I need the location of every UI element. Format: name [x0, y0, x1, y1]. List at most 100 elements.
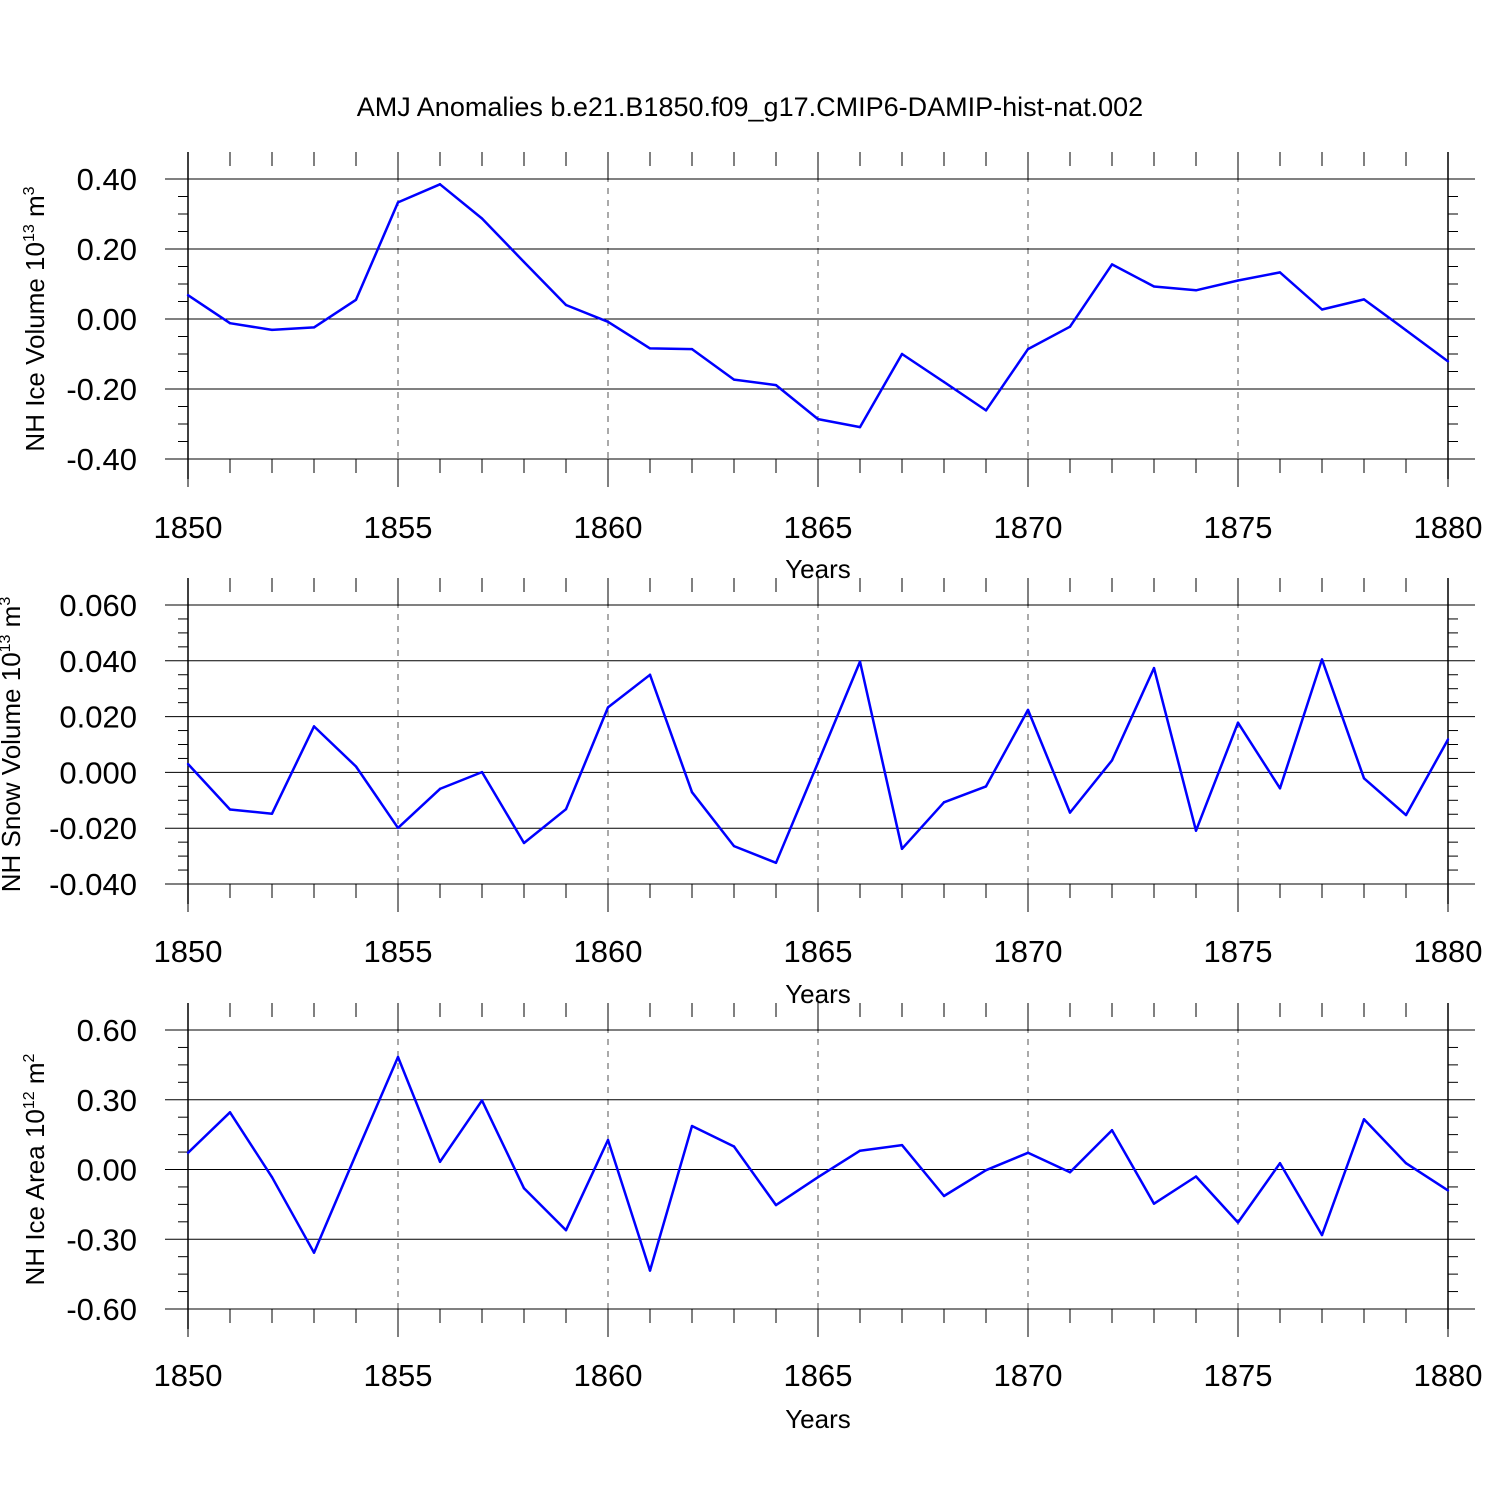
panel-snow-volume: 1850 1855 1860 1865 1870 1875 1880 -0.040 -0.020…: [0, 578, 1482, 1009]
x-tick-label: 1865: [784, 1358, 853, 1393]
y-tick-label: 0.00: [77, 302, 137, 337]
x-tick-label: 1860: [574, 1358, 643, 1393]
y-axis-title: NH Ice Volume 1013 m3: [20, 186, 50, 451]
data-point: [606, 320, 610, 323]
data-point: [438, 183, 442, 186]
data-point: [522, 260, 526, 264]
data-point: [942, 1194, 946, 1198]
data-point: [984, 1168, 988, 1172]
data-point: [1068, 325, 1072, 328]
y-axis-title-unit: m: [20, 195, 50, 224]
x-tick-label: 1870: [994, 510, 1063, 545]
data-point: [354, 765, 358, 768]
data-point: [774, 383, 778, 387]
x-tick-label: 1870: [994, 1358, 1063, 1393]
data-point: [1278, 1162, 1282, 1165]
x-tick-label: 1865: [784, 934, 853, 969]
y-axis-title-unit-exp: 3: [21, 186, 38, 195]
data-point: [1110, 759, 1114, 762]
data-point: [186, 1151, 190, 1154]
y-axis-title-exp: 13: [0, 634, 14, 652]
panel-ice-volume: 1850 1855 1860 1865 1870 1875 1880 -0.40 -0.20 0.…: [20, 152, 1482, 584]
y-tick-label: -0.60: [66, 1292, 137, 1327]
data-point: [1446, 738, 1450, 741]
y-axis-title-base: NH Snow Volume 10: [0, 652, 26, 892]
data-point: [690, 791, 694, 794]
data-point: [1236, 721, 1240, 724]
y-tick-label: 0.060: [59, 588, 137, 623]
x-tick-label: 1875: [1204, 934, 1273, 969]
data-point: [228, 322, 232, 325]
data-point: [438, 1160, 442, 1164]
data-point: [900, 1143, 904, 1147]
data-point: [270, 328, 274, 332]
y-tick-label: -0.040: [49, 867, 137, 902]
data-point: [312, 326, 316, 329]
x-tick-label: 1850: [154, 1358, 223, 1393]
x-tick-label: 1860: [574, 934, 643, 969]
data-point: [270, 1175, 274, 1179]
x-tick-label: 1875: [1204, 510, 1273, 545]
data-point: [1362, 298, 1366, 301]
data-point: [858, 660, 862, 663]
data-point: [1320, 1233, 1324, 1237]
data-point: [1152, 285, 1156, 288]
data-point: [816, 761, 820, 764]
y-tick-label: 0.40: [77, 162, 137, 197]
y-axis-title-unit-exp: 3: [0, 597, 14, 606]
y-tick-label: -0.40: [66, 442, 137, 477]
data-point: [564, 808, 568, 811]
y-tick-label: 0.000: [59, 755, 137, 790]
y-tick-label: 0.020: [59, 700, 137, 735]
data-point: [1236, 279, 1240, 282]
data-point: [816, 417, 820, 421]
y-axis-title: NH Ice Area 1012 m2: [20, 1053, 50, 1285]
y-tick-label: 0.00: [77, 1153, 137, 1188]
data-point: [606, 706, 610, 709]
data-point: [438, 787, 442, 791]
data-point: [228, 1111, 232, 1114]
data-point: [1068, 1171, 1072, 1174]
data-point: [522, 841, 526, 845]
data-point: [480, 217, 484, 220]
data-point: [1278, 271, 1282, 274]
x-tick-label: 1870: [994, 934, 1063, 969]
data-point: [480, 770, 484, 774]
data-point: [984, 409, 988, 412]
x-tick-label: 1880: [1414, 510, 1483, 545]
y-tick-label: 0.60: [77, 1013, 137, 1048]
x-tick-label: 1860: [574, 510, 643, 545]
x-tick-label: 1875: [1204, 1358, 1273, 1393]
x-tick-label: 1850: [154, 510, 223, 545]
data-point: [942, 801, 946, 804]
data-point: [774, 861, 778, 864]
data-point: [1026, 1151, 1030, 1154]
data-point: [1236, 1221, 1240, 1224]
y-axis-title-unit: m: [20, 1062, 50, 1091]
data-point: [858, 425, 862, 429]
y-axis-title-unit-exp: 2: [21, 1053, 38, 1062]
data-point: [396, 826, 400, 830]
data-point: [396, 1055, 400, 1059]
data-point: [1110, 263, 1114, 266]
data-point: [1404, 813, 1408, 817]
data-point: [816, 1175, 820, 1179]
data-point: [1110, 1129, 1114, 1132]
data-point: [522, 1187, 526, 1190]
data-point: [1320, 308, 1324, 311]
y-tick-label: 0.20: [77, 232, 137, 267]
x-tick-label: 1880: [1414, 934, 1483, 969]
data-point: [1068, 811, 1072, 814]
x-tick-label: 1855: [364, 1358, 433, 1393]
data-point: [354, 1152, 358, 1156]
data-point: [1404, 1162, 1408, 1165]
data-point: [228, 808, 232, 811]
y-tick-label: 0.30: [77, 1083, 137, 1118]
figure-title: AMJ Anomalies b.e21.B1850.f09_g17.CMIP6-…: [357, 92, 1143, 122]
data-point: [1404, 329, 1408, 332]
data-point: [732, 844, 736, 848]
data-point: [312, 725, 316, 728]
panel-ice-area: 1850 1855 1860 1865 1870 1875 1880 -0.60 -0.30 0.…: [20, 1003, 1482, 1434]
y-axis-title-base: NH Ice Area 10: [20, 1109, 50, 1285]
